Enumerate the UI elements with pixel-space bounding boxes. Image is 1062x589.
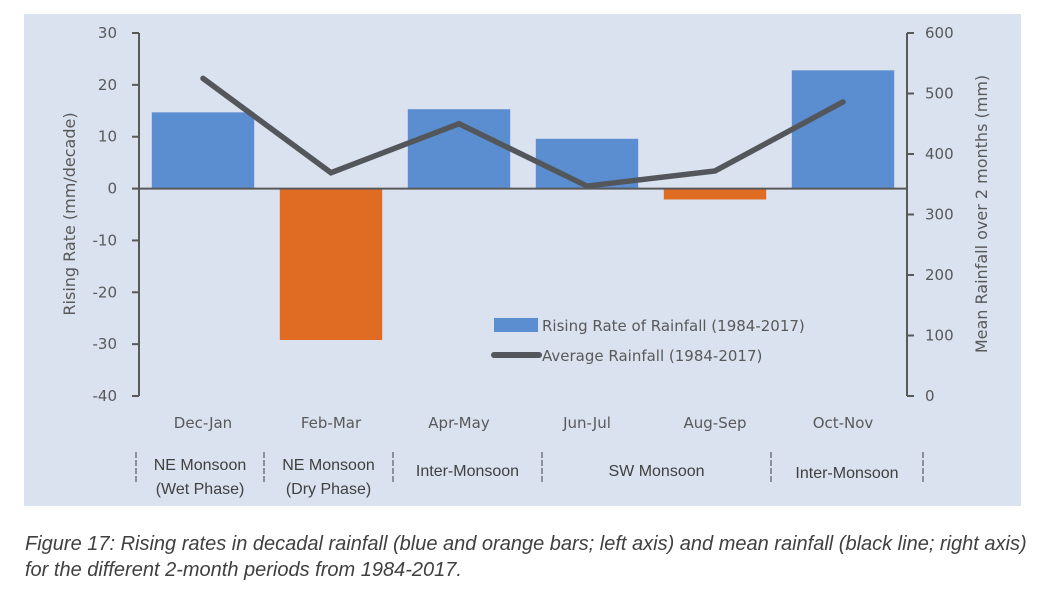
left-tick-label: -30	[93, 335, 118, 353]
line-series	[200, 75, 846, 189]
left-tick-label: -40	[93, 387, 118, 405]
left-tick-label: 10	[98, 128, 117, 146]
left-axis: 30 20 10 0 -10 -20 -30 -40	[93, 24, 140, 405]
season-label: NE Monsoon	[282, 457, 375, 474]
right-tick-label: 200	[925, 266, 954, 284]
right-tick-label: 0	[925, 387, 935, 405]
season-label: (Dry Phase)	[286, 481, 371, 498]
right-tick-label: 500	[925, 85, 954, 103]
season-label: Inter-Monsoon	[416, 463, 519, 480]
average-rainfall-line	[200, 75, 846, 189]
x-tick-label: Feb-Mar	[301, 414, 362, 432]
x-tick-label: Apr-May	[428, 414, 490, 432]
bar-aug-sep	[663, 188, 767, 200]
right-axis: 600 500 400 300 200 100 0	[906, 24, 954, 405]
left-tick-label: -20	[93, 283, 118, 301]
season-label: (Wet Phase)	[156, 481, 245, 498]
bar-feb-mar	[279, 188, 383, 340]
x-tick-label: Dec-Jan	[174, 414, 232, 432]
right-tick-label: 300	[925, 206, 954, 224]
left-axis-title: Rising Rate (mm/decade)	[60, 112, 79, 315]
left-tick-label: 0	[107, 180, 117, 198]
bar-series	[151, 70, 895, 340]
right-tick-label: 100	[925, 327, 954, 345]
x-tick-label: Jun-Jul	[562, 414, 611, 432]
x-tick-label: Oct-Nov	[813, 414, 874, 432]
season-label: SW Monsoon	[608, 463, 704, 480]
left-tick-label: 20	[98, 76, 117, 94]
season-groups: NE Monsoon (Wet Phase) NE Monsoon (Dry Phas…	[135, 452, 924, 498]
legend-swatch-bar	[494, 318, 538, 332]
figure-caption: Figure 17: Rising rates in decadal rainf…	[25, 533, 1027, 581]
right-tick-label: 400	[925, 145, 954, 163]
legend-label-bar: Rising Rate of Rainfall (1984-2017)	[542, 317, 805, 335]
left-tick-label: 30	[98, 24, 117, 42]
bar-oct-nov	[791, 70, 895, 189]
season-label: NE Monsoon	[154, 457, 247, 474]
season-label: Inter-Monsoon	[795, 465, 898, 482]
left-tick-label: -10	[93, 231, 118, 249]
right-axis-title: Mean Rainfall over 2 months (mm)	[972, 75, 991, 353]
legend: Rising Rate of Rainfall (1984-2017) Aver…	[491, 317, 805, 365]
bar-dec-jan	[151, 112, 255, 189]
right-tick-label: 600	[925, 24, 954, 42]
x-axis-labels: Dec-Jan Feb-Mar Apr-May Jun-Jul Aug-Sep Oct-N…	[174, 414, 874, 432]
legend-label-line: Average Rainfall (1984-2017)	[542, 347, 762, 365]
x-tick-label: Aug-Sep	[684, 414, 747, 432]
